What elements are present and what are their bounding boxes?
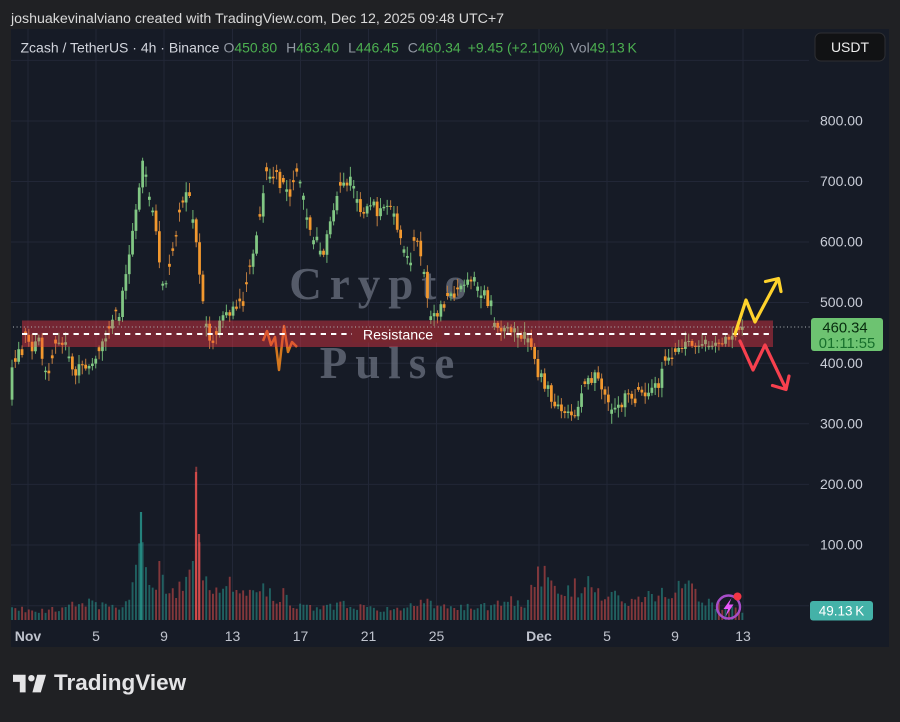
svg-text:460.34: 460.34	[822, 321, 867, 337]
svg-text:5: 5	[92, 628, 100, 644]
svg-text:21: 21	[361, 628, 377, 644]
svg-text:USDT: USDT	[831, 39, 870, 55]
svg-text:700.00: 700.00	[820, 173, 863, 189]
svg-text:5: 5	[603, 628, 611, 644]
svg-text:Zcash / TetherUS · 4h · Binanc: Zcash / TetherUS · 4h · Binance O450.80 H4…	[21, 40, 638, 56]
svg-text:300.00: 300.00	[820, 415, 863, 431]
svg-text:500.00: 500.00	[820, 294, 863, 310]
svg-text:13: 13	[225, 628, 241, 644]
svg-text:Dec: Dec	[526, 628, 552, 644]
svg-text:01:11:55: 01:11:55	[819, 336, 876, 352]
svg-text:9: 9	[160, 628, 168, 644]
svg-text:9: 9	[671, 628, 679, 644]
svg-text:200.00: 200.00	[820, 476, 863, 492]
svg-text:17: 17	[293, 628, 309, 644]
svg-text:Resistance: Resistance	[363, 328, 433, 344]
svg-text:800.00: 800.00	[820, 113, 863, 129]
svg-text:25: 25	[429, 628, 445, 644]
svg-text:Crypto: Crypto	[289, 259, 474, 309]
svg-text:TradingView: TradingView	[54, 670, 187, 695]
svg-text:400.00: 400.00	[820, 355, 863, 371]
svg-text:13: 13	[735, 628, 751, 644]
svg-text:100.00: 100.00	[820, 537, 863, 553]
svg-text:joshuakevinalviano created wit: joshuakevinalviano created with TradingV…	[10, 11, 504, 27]
svg-text:49.13 K: 49.13 K	[819, 604, 865, 619]
svg-text:Pulse: Pulse	[320, 338, 463, 388]
svg-text:600.00: 600.00	[820, 234, 863, 250]
svg-text:Nov: Nov	[15, 628, 42, 644]
